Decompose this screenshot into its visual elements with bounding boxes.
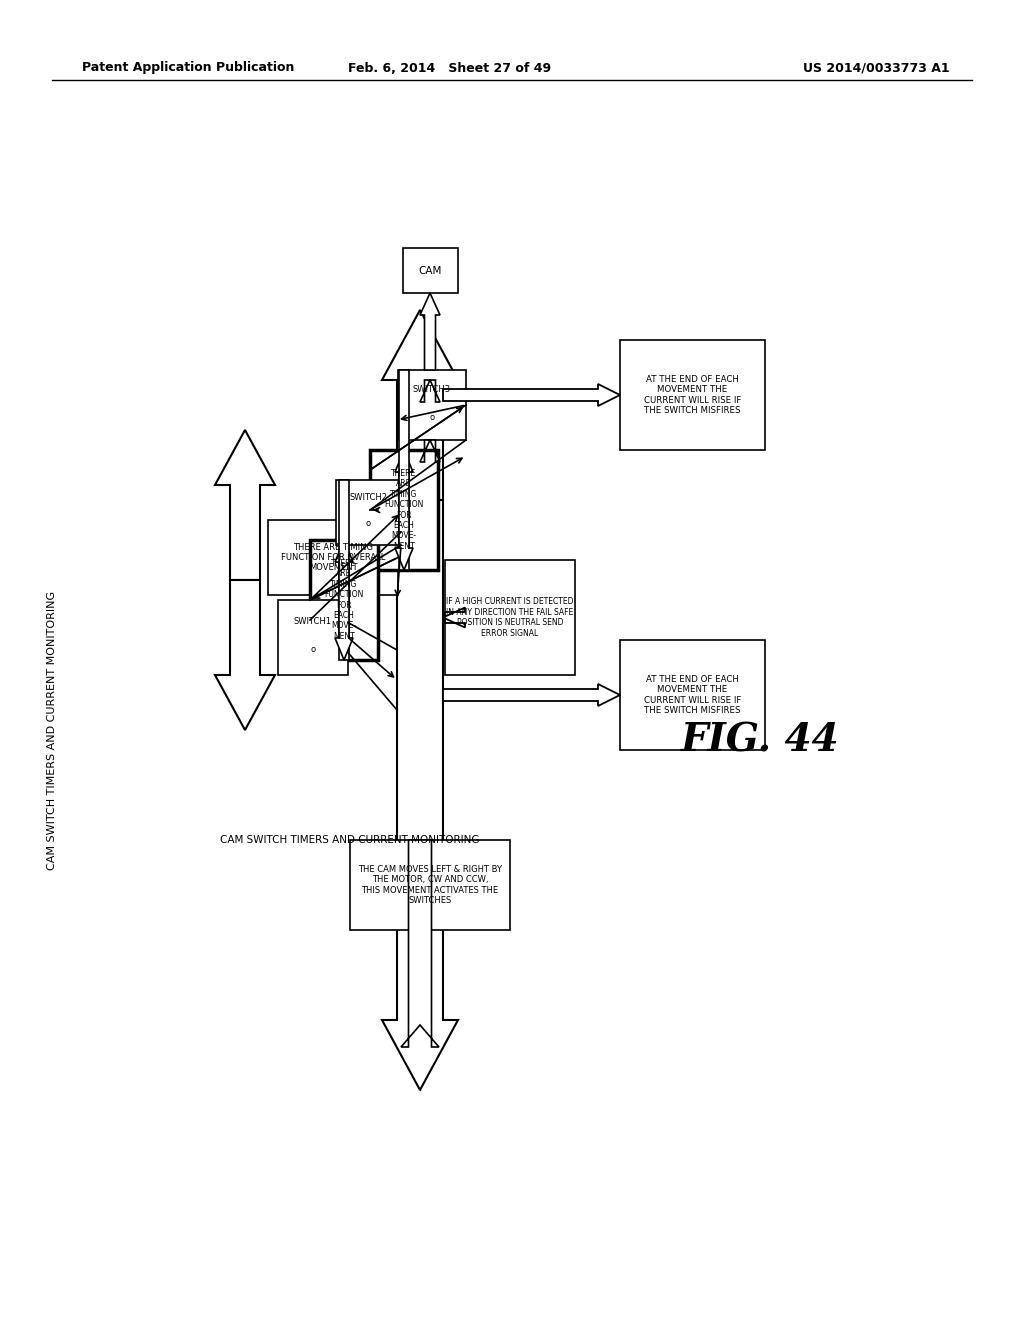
Bar [268, 520, 398, 595]
Bar [620, 640, 765, 750]
Text: THERE
ARE
TIMING
FUNCTION
FOR
EACH
MOVE-
MENT: THERE ARE TIMING FUNCTION FOR EACH MOVE-… [384, 469, 424, 550]
Text: CAM SWITCH TIMERS AND CURRENT MONITORING: CAM SWITCH TIMERS AND CURRENT MONITORING [47, 590, 57, 870]
Text: CAM: CAM [419, 265, 442, 276]
Text: Feb. 6, 2014   Sheet 27 of 49: Feb. 6, 2014 Sheet 27 of 49 [348, 62, 552, 74]
Polygon shape [382, 310, 458, 500]
Polygon shape [215, 430, 275, 579]
Polygon shape [443, 384, 620, 407]
Text: AT THE END OF EACH
MOVEMENT THE
CURRENT WILL RISE IF
THE SWITCH MISFIRES: AT THE END OF EACH MOVEMENT THE CURRENT … [644, 675, 741, 715]
Bar [350, 840, 510, 931]
Bar [370, 450, 438, 570]
Bar [403, 248, 458, 293]
Text: o: o [366, 519, 371, 528]
Text: o: o [429, 413, 434, 422]
Polygon shape [382, 500, 458, 1090]
Bar [445, 560, 575, 675]
Bar [278, 601, 348, 675]
Text: AT THE END OF EACH
MOVEMENT THE
CURRENT WILL RISE IF
THE SWITCH MISFIRES: AT THE END OF EACH MOVEMENT THE CURRENT … [644, 375, 741, 414]
Text: SWITCH3: SWITCH3 [413, 385, 451, 395]
Polygon shape [335, 540, 353, 660]
Text: SWITCH2: SWITCH2 [349, 494, 387, 503]
Bar [336, 480, 401, 545]
Text: CAM SWITCH TIMERS AND CURRENT MONITORING: CAM SWITCH TIMERS AND CURRENT MONITORING [220, 836, 479, 845]
Text: US 2014/0033773 A1: US 2014/0033773 A1 [804, 62, 950, 74]
Polygon shape [420, 293, 440, 370]
Bar [310, 540, 378, 660]
Text: SWITCH1: SWITCH1 [294, 618, 332, 627]
Bar [398, 370, 466, 440]
Text: FIG. 44: FIG. 44 [681, 721, 840, 759]
Bar [620, 341, 765, 450]
Text: IF A HIGH CURRENT IS DETECTED
IN ANY DIRECTION THE FAIL SAFE
POSITION IS NEUTRAL: IF A HIGH CURRENT IS DETECTED IN ANY DIR… [446, 598, 573, 638]
Text: THE CAM MOVES LEFT & RIGHT BY
THE MOTOR, CW AND CCW,
THIS MOVEMENT ACTIVATES THE: THE CAM MOVES LEFT & RIGHT BY THE MOTOR,… [358, 865, 502, 906]
Polygon shape [401, 840, 439, 1047]
Polygon shape [215, 579, 275, 730]
Polygon shape [443, 607, 465, 627]
Polygon shape [395, 370, 413, 570]
Polygon shape [395, 450, 413, 570]
Polygon shape [335, 480, 353, 660]
Text: o: o [310, 645, 315, 655]
Polygon shape [420, 440, 440, 462]
Text: THERE
ARE
TIMING
FUNCTION
FOR
EACH
MOVE-
MENT: THERE ARE TIMING FUNCTION FOR EACH MOVE-… [325, 560, 364, 642]
Polygon shape [420, 380, 440, 403]
Polygon shape [443, 684, 620, 706]
Text: THERE ARE TIMING
FUNCTION FOR OVERALL
MOVEMENT: THERE ARE TIMING FUNCTION FOR OVERALL MO… [281, 543, 385, 573]
Text: Patent Application Publication: Patent Application Publication [82, 62, 294, 74]
